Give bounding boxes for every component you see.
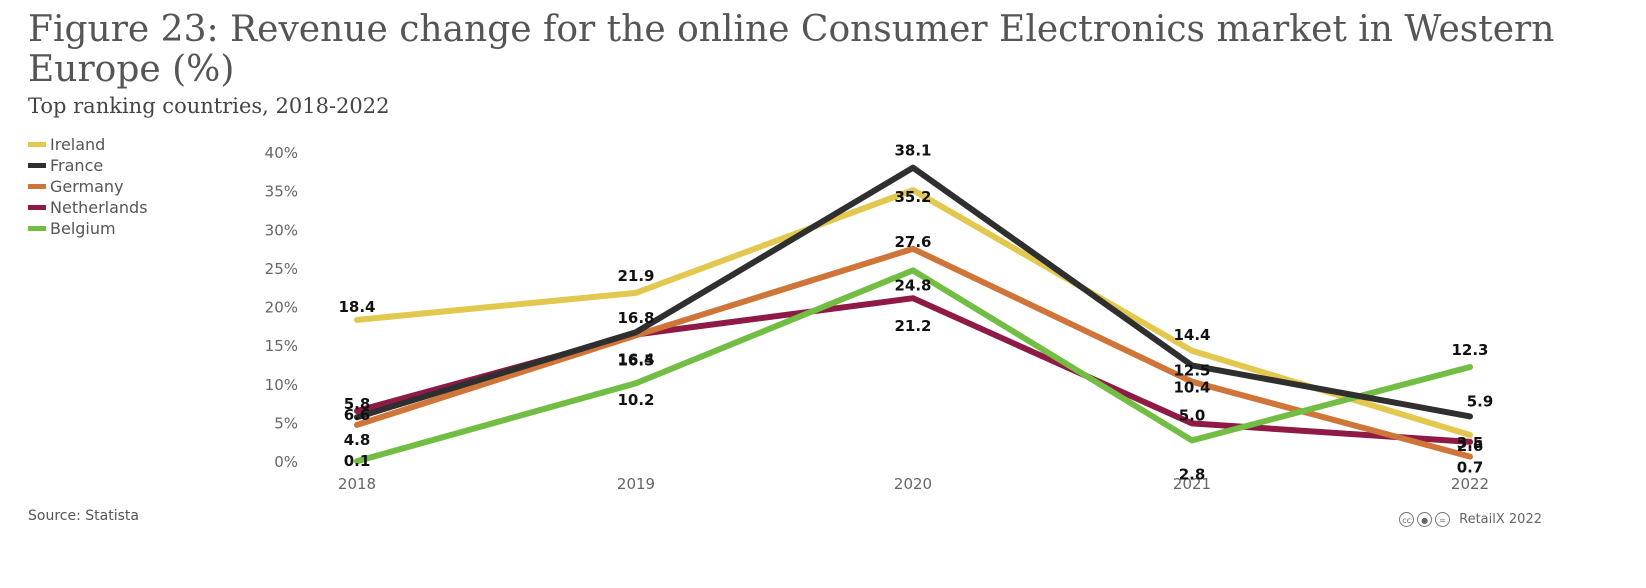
legend-item-france: France — [28, 155, 148, 176]
data-label-belgium: 2.8 — [1179, 465, 1206, 483]
data-label-germany: 0.7 — [1457, 459, 1484, 477]
data-label-netherlands: 2.6 — [1457, 437, 1484, 455]
data-label-ireland: 21.9 — [617, 267, 654, 285]
legend-item-ireland: Ireland — [28, 134, 148, 155]
y-tick-label: 35% — [265, 183, 298, 201]
data-label-france: 38.1 — [894, 142, 931, 160]
x-axis: 2018 2019 2020 2021 2022 — [338, 475, 1489, 493]
series-line-belgium — [354, 267, 1473, 465]
data-label-ireland: 18.4 — [338, 298, 375, 316]
creative-commons-icon: cc — [1399, 512, 1415, 527]
data-label-netherlands: 16.5 — [617, 352, 654, 370]
attribution-icon: ● — [1417, 512, 1433, 527]
y-axis: 0% 5% 10% 15% 20% 25% 30% 35% 40% — [265, 144, 298, 471]
chart-subtitle: Top ranking countries, 2018-2022 — [28, 94, 390, 118]
series-line-france — [354, 164, 1473, 421]
legend: Ireland France Germany Netherlands Belgium — [28, 134, 148, 239]
legend-label: France — [50, 156, 104, 175]
legend-label: Germany — [50, 177, 124, 196]
data-label-belgium: 0.1 — [344, 452, 371, 470]
x-tick-label: 2019 — [617, 475, 655, 493]
series-line-ireland — [354, 187, 1473, 438]
y-tick-label: 5% — [274, 414, 298, 432]
credit: cc ● = RetailX 2022 — [1399, 512, 1542, 527]
legend-swatch — [28, 226, 46, 231]
data-label-ireland: 14.4 — [1173, 326, 1210, 344]
no-derivatives-icon: = — [1435, 512, 1451, 527]
data-label-france: 16.8 — [617, 309, 654, 327]
legend-item-germany: Germany — [28, 176, 148, 197]
source-note: Source: Statista — [28, 508, 139, 524]
series-lines — [354, 164, 1473, 465]
data-label-germany: 27.6 — [894, 233, 931, 251]
y-tick-label: 10% — [265, 376, 298, 394]
legend-swatch — [28, 184, 46, 189]
y-tick-label: 40% — [265, 144, 298, 162]
x-tick-label: 2022 — [1451, 475, 1489, 493]
data-labels: 18.4 21.9 35.2 14.4 3.5 5.8 16.8 38.1 12.5 5.9 4.8… — [338, 142, 1493, 484]
data-label-germany: 4.8 — [344, 431, 371, 449]
chart-title: Figure 23: Revenue change for the online… — [28, 9, 1555, 90]
y-tick-label: 30% — [265, 221, 298, 239]
x-tick-label: 2018 — [338, 475, 376, 493]
legend-label: Netherlands — [50, 198, 148, 217]
data-label-germany: 10.4 — [1173, 379, 1210, 397]
y-tick-label: 25% — [265, 260, 298, 278]
data-label-ireland: 3.5 — [1457, 434, 1484, 452]
data-label-france: 5.9 — [1467, 392, 1494, 410]
legend-swatch — [28, 142, 46, 147]
data-label-belgium: 12.3 — [1451, 341, 1488, 359]
data-label-netherlands: 21.2 — [894, 317, 931, 335]
legend-label: Ireland — [50, 135, 106, 154]
legend-label: Belgium — [50, 219, 116, 238]
data-label-germany: 16.4 — [617, 350, 654, 368]
data-label-ireland: 35.2 — [894, 188, 931, 206]
data-label-france: 12.5 — [1173, 361, 1210, 379]
data-label-belgium: 24.8 — [894, 276, 931, 294]
legend-swatch — [28, 205, 46, 210]
series-line-germany — [354, 245, 1473, 460]
data-label-netherlands: 5.0 — [1179, 406, 1206, 424]
legend-swatch — [28, 163, 46, 168]
y-tick-label: 0% — [274, 453, 298, 471]
data-label-belgium: 10.2 — [617, 391, 654, 409]
x-tick-label: 2020 — [894, 475, 932, 493]
y-tick-label: 20% — [265, 299, 298, 317]
data-label-netherlands: 6.6 — [344, 406, 371, 424]
x-tick-label: 2021 — [1173, 475, 1211, 493]
legend-item-belgium: Belgium — [28, 218, 148, 239]
data-label-france: 5.8 — [344, 395, 371, 413]
y-tick-label: 15% — [265, 337, 298, 355]
legend-item-netherlands: Netherlands — [28, 197, 148, 218]
credit-text: RetailX 2022 — [1459, 512, 1542, 527]
